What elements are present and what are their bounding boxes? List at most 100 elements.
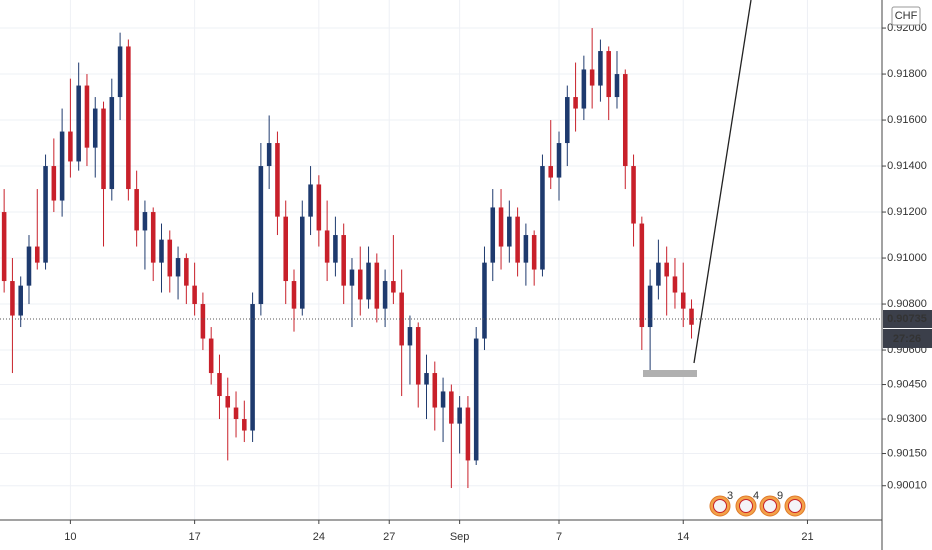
candle-body — [647, 285, 653, 328]
candle-body — [333, 235, 338, 263]
candle-body — [349, 269, 355, 286]
candle-body — [399, 292, 404, 346]
event-count: 3 — [727, 490, 733, 502]
candle-body — [192, 285, 197, 305]
candle-body — [167, 239, 173, 277]
x-tick-label: 27 — [383, 531, 395, 543]
x-tick-label: 21 — [801, 531, 813, 543]
candle-body — [374, 262, 380, 309]
candle-body — [208, 338, 214, 374]
candle-body — [59, 131, 65, 201]
candle-body — [101, 108, 106, 190]
event-flag — [713, 499, 727, 513]
candle-body — [556, 143, 562, 178]
candle-body — [589, 69, 595, 86]
axes: 0.900100.901500.903000.904500.906000.908… — [0, 22, 932, 543]
candle-body — [18, 285, 23, 316]
candle-body — [175, 258, 181, 277]
x-tick-label: Sep — [450, 531, 470, 543]
candle-body — [548, 166, 554, 178]
candle-body — [68, 131, 73, 162]
candles — [1, 28, 694, 489]
candle-body — [76, 85, 81, 162]
event-count: 4 — [753, 490, 759, 502]
candle-body — [622, 74, 628, 167]
candle-body — [1, 212, 7, 282]
candle-body — [407, 327, 413, 346]
y-tick-label: 0.91000 — [887, 252, 927, 264]
candle-body — [109, 97, 115, 190]
last-price-box — [883, 309, 932, 328]
y-tick-label: 0.91400 — [887, 160, 927, 172]
y-tick-label: 0.91800 — [887, 68, 927, 80]
grid — [0, 0, 882, 520]
candle-body — [142, 212, 148, 231]
candle-body — [415, 327, 421, 385]
event-flag — [763, 499, 777, 513]
candle-body — [341, 235, 346, 286]
candle-body — [473, 338, 479, 461]
candle-body — [432, 373, 438, 408]
candle-body — [225, 396, 231, 408]
currency-box[interactable] — [891, 6, 921, 26]
candle-body — [457, 407, 462, 424]
candle-body — [531, 235, 537, 270]
candle-body — [540, 166, 545, 270]
event-flag — [788, 499, 802, 513]
candle-body — [606, 51, 611, 98]
candle-body — [465, 407, 471, 461]
candle-body — [233, 407, 239, 420]
countdown: 27:26 — [893, 333, 921, 345]
y-tick-label: 0.90450 — [887, 378, 927, 390]
candle-body — [316, 184, 322, 231]
candle-body — [324, 230, 330, 263]
candle-body — [275, 143, 280, 217]
candle-body — [680, 292, 686, 309]
candle-body — [159, 239, 164, 263]
candle-body — [639, 223, 645, 328]
candle-body — [598, 51, 603, 86]
candle-body — [34, 246, 40, 263]
candle-body — [664, 262, 669, 277]
candle-body — [581, 69, 587, 109]
candle-body — [184, 258, 189, 286]
candle-body — [51, 166, 57, 201]
y-tick-label: 0.91600 — [887, 114, 927, 126]
candle-body — [573, 97, 578, 109]
x-tick-label: 14 — [677, 531, 689, 543]
candle-body — [515, 216, 520, 263]
candle-body — [92, 108, 98, 148]
range-box — [643, 370, 697, 377]
candle-body — [217, 373, 222, 397]
candle-body — [631, 166, 636, 224]
candle-body — [266, 143, 272, 167]
countdown-box — [883, 328, 932, 348]
last-price-label: 0.90735 — [887, 313, 927, 325]
candle-body — [449, 391, 454, 424]
y-tick-label: 0.90150 — [887, 447, 927, 459]
candle-body — [498, 207, 504, 247]
candle-body — [440, 391, 446, 408]
candle-body — [291, 281, 297, 309]
candle-body — [258, 166, 264, 305]
candle-body — [300, 216, 305, 309]
candle-body — [26, 246, 32, 286]
candle-body — [10, 281, 15, 316]
candle-body — [250, 304, 255, 431]
x-tick-label: 24 — [313, 531, 325, 543]
candle-body — [242, 419, 247, 431]
candle-body — [366, 262, 371, 300]
candle-body — [150, 212, 156, 263]
candle-body — [357, 269, 363, 300]
event-count: 9 — [777, 490, 783, 502]
y-tick-label: 0.91200 — [887, 206, 927, 218]
candle-body — [134, 189, 139, 231]
candle-body — [672, 276, 678, 293]
y-tick-label: 0.90800 — [887, 298, 927, 310]
candle-body — [565, 97, 570, 144]
candle-body — [424, 373, 429, 385]
y-tick-label: 0.92000 — [887, 22, 927, 34]
candle-body — [656, 262, 661, 286]
candle-body — [523, 235, 529, 263]
